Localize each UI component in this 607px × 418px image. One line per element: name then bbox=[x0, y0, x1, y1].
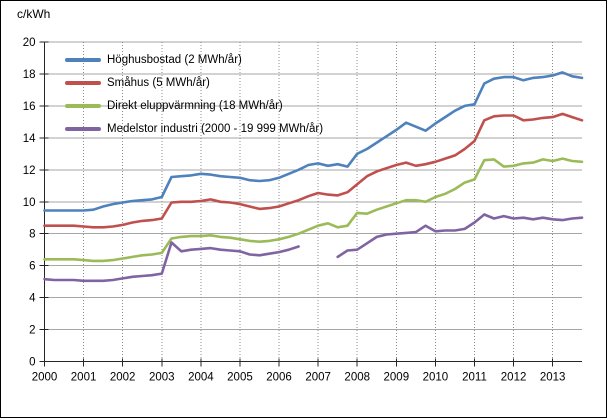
series-line-direkt-eluppvarmning bbox=[43, 157, 584, 263]
y-tick-label: 0 bbox=[29, 357, 35, 369]
legend-line-swatch bbox=[65, 80, 101, 85]
y-tick-label: 10 bbox=[23, 197, 36, 209]
legend-line-swatch bbox=[65, 103, 101, 108]
x-axis-tick-labels: 2000 2001 2002 2003 2004 2005 2006 2007 2008 2009… bbox=[32, 372, 566, 384]
legend-line-swatch bbox=[65, 126, 101, 131]
chart-legend: Höghusbostad (2 MWh/år) Småhus (5 MWh/år… bbox=[65, 48, 323, 140]
x-tick-label: 2008 bbox=[344, 372, 370, 384]
y-tick-label: 8 bbox=[29, 229, 35, 241]
horizontal-gridlines bbox=[44, 41, 582, 331]
x-tick-label: 2000 bbox=[32, 372, 58, 384]
series-line-medelstor-industri bbox=[43, 241, 300, 283]
y-tick-label: 14 bbox=[23, 133, 36, 145]
x-tick-label: 2010 bbox=[423, 372, 449, 384]
x-tick-label: 2003 bbox=[149, 372, 175, 384]
axis-ticks bbox=[39, 41, 554, 367]
x-tick-label: 2007 bbox=[305, 372, 331, 384]
y-axis-tick-labels: 0 2 4 6 8 10 12 14 16 18 20 bbox=[23, 37, 36, 369]
legend-item-direkt-eluppvarmning: Direkt eluppvärmning (18 MWh/år) bbox=[65, 94, 323, 117]
legend-line-swatch bbox=[65, 57, 101, 62]
legend-label: Småhus (5 MWh/år) bbox=[107, 76, 210, 89]
x-tick-label: 2005 bbox=[227, 372, 253, 384]
y-tick-label: 6 bbox=[29, 261, 35, 273]
series-line-hoghusbostad bbox=[43, 71, 584, 212]
legend-label: Höghusbostad (2 MWh/år) bbox=[107, 53, 242, 66]
x-tick-label: 2012 bbox=[501, 372, 527, 384]
series-line-medelstor-industri bbox=[336, 213, 584, 259]
legend-label: Direkt eluppvärmning (18 MWh/år) bbox=[107, 99, 283, 112]
y-axis-unit-label: c/kWh bbox=[17, 7, 51, 21]
y-tick-label: 16 bbox=[23, 101, 36, 113]
legend-label: Medelstor industri (2000 - 19 999 MWh/år… bbox=[107, 122, 324, 135]
y-tick-label: 4 bbox=[29, 293, 36, 305]
x-tick-label: 2006 bbox=[266, 372, 292, 384]
x-tick-label: 2002 bbox=[110, 372, 136, 384]
y-tick-label: 2 bbox=[29, 325, 35, 337]
y-tick-label: 12 bbox=[23, 165, 36, 177]
legend-item-smahus: Småhus (5 MWh/år) bbox=[65, 71, 323, 94]
legend-item-medelstor-industri: Medelstor industri (2000 - 19 999 MWh/år… bbox=[65, 117, 323, 140]
x-tick-label: 2001 bbox=[71, 372, 97, 384]
x-tick-label: 2011 bbox=[462, 372, 487, 384]
series-lines bbox=[43, 71, 584, 283]
x-tick-label: 2013 bbox=[540, 372, 566, 384]
series-line-smahus bbox=[43, 112, 584, 229]
x-tick-label: 2004 bbox=[188, 372, 214, 384]
x-tick-label: 2009 bbox=[384, 372, 410, 384]
y-tick-label: 20 bbox=[23, 37, 36, 49]
y-tick-label: 18 bbox=[23, 69, 36, 81]
legend-item-hoghusbostad: Höghusbostad (2 MWh/år) bbox=[65, 48, 323, 71]
